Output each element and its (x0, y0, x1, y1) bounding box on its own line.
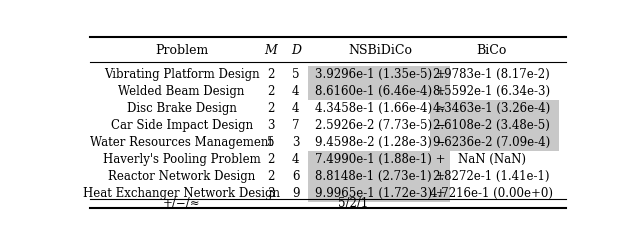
Text: 7.4990e-1 (1.88e-1) +: 7.4990e-1 (1.88e-1) + (315, 153, 445, 166)
Text: 6: 6 (292, 170, 300, 183)
Text: 4: 4 (292, 153, 300, 166)
Text: NaN (NaN): NaN (NaN) (458, 153, 525, 166)
Text: NSBiDiCo: NSBiDiCo (348, 44, 412, 57)
Text: 4: 4 (292, 102, 300, 115)
Text: 4: 4 (292, 85, 300, 98)
Text: 3: 3 (292, 136, 300, 149)
Bar (429, 117, 559, 134)
Text: 2: 2 (268, 68, 275, 81)
Text: 2.9783e-1 (8.17e-2): 2.9783e-1 (8.17e-2) (433, 68, 550, 81)
Bar (308, 151, 449, 169)
Bar (308, 66, 449, 83)
Text: Car Side Impact Design: Car Side Impact Design (111, 119, 253, 132)
Text: 9: 9 (292, 187, 300, 200)
Text: 8.6160e-1 (6.46e-4) +: 8.6160e-1 (6.46e-4) + (315, 85, 445, 98)
Text: Vibrating Platform Design: Vibrating Platform Design (104, 68, 259, 81)
Text: 8.5592e-1 (6.34e-3): 8.5592e-1 (6.34e-3) (433, 85, 550, 98)
Text: 4.3463e-1 (3.26e-4): 4.3463e-1 (3.26e-4) (433, 102, 550, 115)
Text: M: M (264, 44, 277, 57)
Text: 9.4598e-2 (1.28e-3) −: 9.4598e-2 (1.28e-3) − (315, 136, 445, 149)
Text: 2.5926e-2 (7.73e-5) −: 2.5926e-2 (7.73e-5) − (315, 119, 445, 132)
Text: Water Resources Management: Water Resources Management (90, 136, 273, 149)
Text: 3: 3 (268, 119, 275, 132)
Text: 4.3458e-1 (1.66e-4) ≈: 4.3458e-1 (1.66e-4) ≈ (315, 102, 445, 115)
Text: Heat Exchanger Network Design: Heat Exchanger Network Design (83, 187, 280, 200)
Text: 2: 2 (268, 85, 275, 98)
Bar (429, 134, 559, 151)
Text: BiCo: BiCo (477, 44, 507, 57)
Text: 5/2/1: 5/2/1 (338, 197, 368, 210)
Text: 8.8148e-1 (2.73e-1) +: 8.8148e-1 (2.73e-1) + (315, 170, 445, 183)
Text: +/−/≈: +/−/≈ (163, 197, 200, 210)
Text: 5: 5 (268, 136, 275, 149)
Text: Haverly's Pooling Problem: Haverly's Pooling Problem (103, 153, 260, 166)
Text: D: D (291, 44, 301, 57)
Text: Reactor Network Design: Reactor Network Design (108, 170, 255, 183)
Text: 7: 7 (292, 119, 300, 132)
Text: 3: 3 (268, 187, 275, 200)
Text: 4.7216e-1 (0.00e+0): 4.7216e-1 (0.00e+0) (430, 187, 553, 200)
Text: 2.8272e-1 (1.41e-1): 2.8272e-1 (1.41e-1) (433, 170, 550, 183)
Text: 9.9965e-1 (1.72e-3) +: 9.9965e-1 (1.72e-3) + (315, 187, 445, 200)
Bar (429, 100, 559, 117)
Bar (308, 83, 449, 100)
Text: 9.6236e-2 (7.09e-4): 9.6236e-2 (7.09e-4) (433, 136, 550, 149)
Bar (308, 185, 449, 203)
Text: Welded Beam Design: Welded Beam Design (118, 85, 245, 98)
Bar (308, 168, 449, 185)
Text: 2: 2 (268, 153, 275, 166)
Text: 3.9296e-1 (1.35e-5) +: 3.9296e-1 (1.35e-5) + (315, 68, 445, 81)
Text: 2: 2 (268, 170, 275, 183)
Text: 5: 5 (292, 68, 300, 81)
Text: Problem: Problem (155, 44, 208, 57)
Text: 2.6108e-2 (3.48e-5): 2.6108e-2 (3.48e-5) (433, 119, 550, 132)
Text: 2: 2 (268, 102, 275, 115)
Text: Disc Brake Design: Disc Brake Design (127, 102, 237, 115)
